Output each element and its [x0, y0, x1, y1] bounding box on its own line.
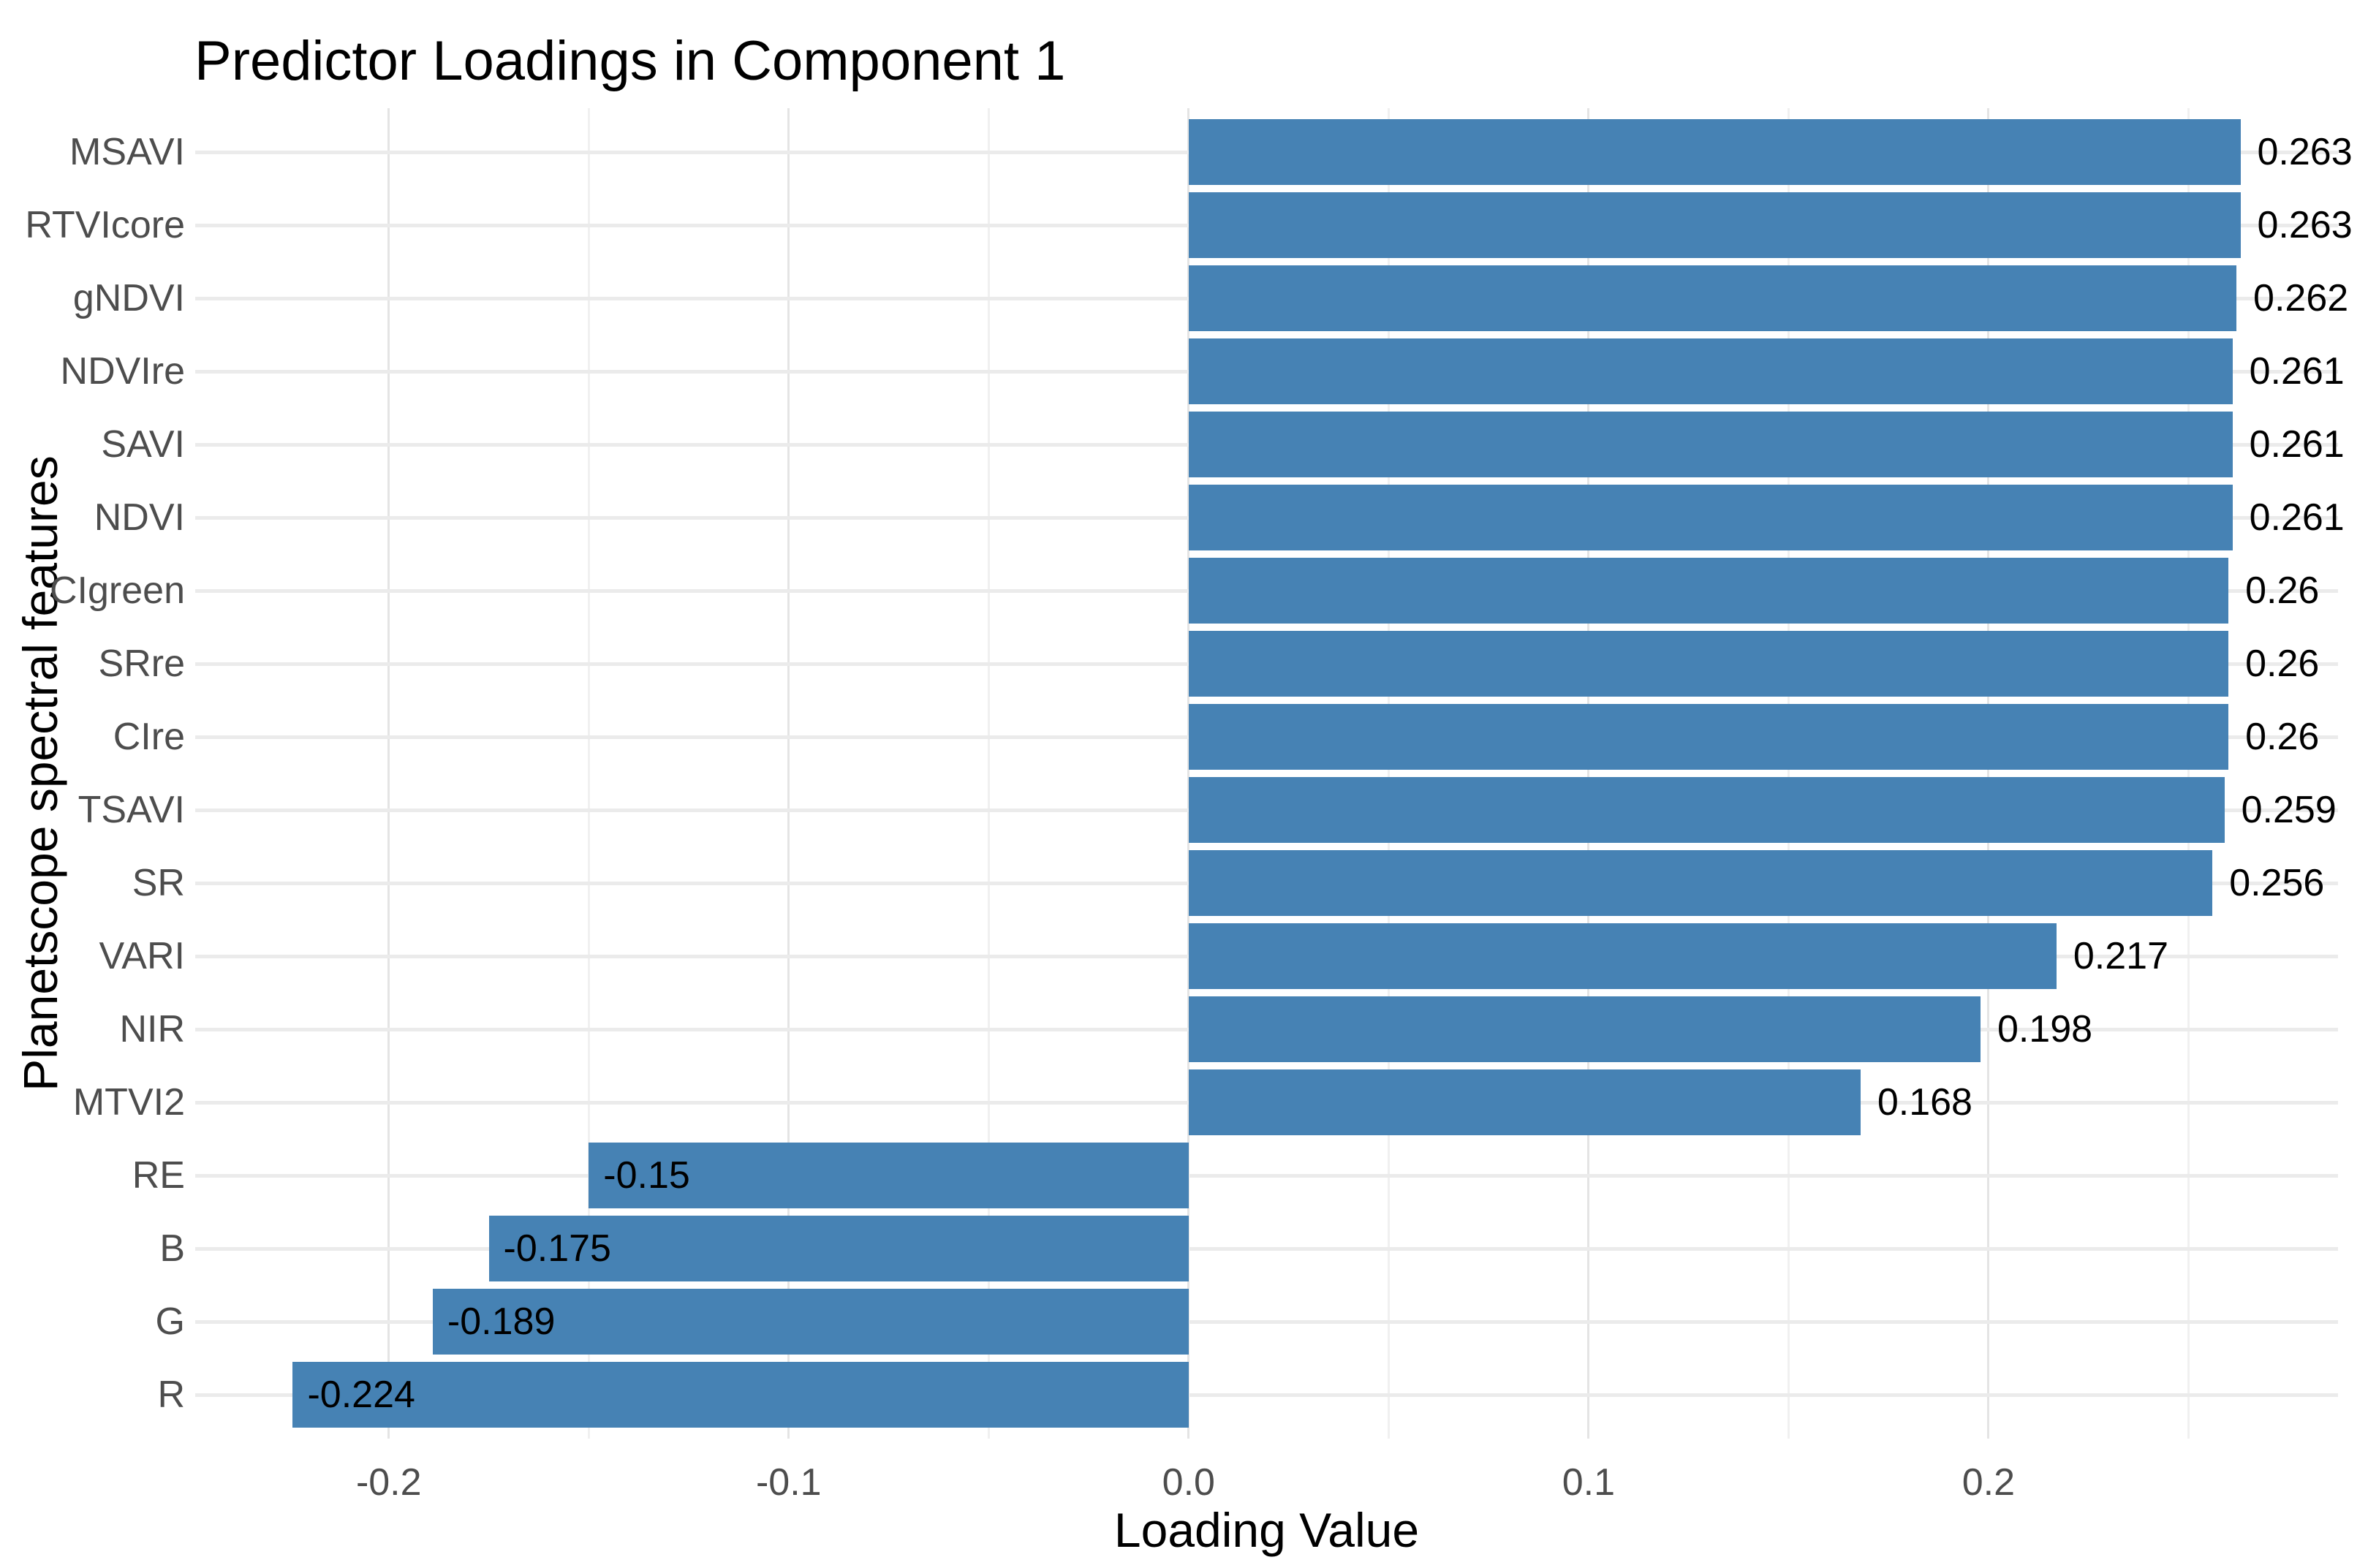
- bar-value-label: 0.217: [2073, 935, 2169, 977]
- category-label: CIre: [113, 716, 185, 758]
- bar: [589, 1143, 1189, 1208]
- gridline-row: [195, 1246, 2338, 1251]
- bar: [1188, 777, 2225, 843]
- bar-value-label: 0.259: [2241, 789, 2337, 831]
- bar-value-label: 0.26: [2245, 569, 2320, 612]
- gridline-row: [195, 1173, 2338, 1178]
- x-axis-title: Loading Value: [1113, 1503, 1420, 1557]
- bar-value-label: 0.261: [2249, 350, 2345, 393]
- category-label: NDVI: [94, 496, 185, 539]
- x-tick-label: -0.2: [355, 1461, 422, 1504]
- category-label: VARI: [99, 935, 185, 977]
- x-tick-label: 0.0: [1162, 1461, 1215, 1504]
- gridline-vertical-minor: [1787, 108, 1790, 1439]
- y-axis-title-text: Planetscope spectral features: [13, 455, 68, 1091]
- bar: [1188, 631, 2229, 697]
- bar: [1188, 192, 2241, 258]
- category-label: RE: [132, 1154, 185, 1197]
- gridline-vertical-minor: [587, 108, 590, 1439]
- bar-value-label: -0.15: [603, 1154, 690, 1197]
- category-label: NIR: [119, 1008, 185, 1050]
- bar: [1188, 996, 1981, 1062]
- x-tick-label: -0.1: [755, 1461, 822, 1504]
- category-label: SR: [132, 862, 185, 904]
- bar-value-label: 0.198: [1997, 1008, 2093, 1050]
- gridline-vertical-major: [787, 108, 790, 1439]
- bar-value-label: 0.261: [2249, 423, 2345, 466]
- x-tick-label: 0.2: [1962, 1461, 2016, 1504]
- bar-value-label: 0.262: [2253, 277, 2349, 319]
- bar-value-label: 0.261: [2249, 496, 2345, 539]
- bar-value-label: 0.26: [2245, 643, 2320, 685]
- bar-value-label: 0.263: [2257, 204, 2353, 246]
- category-label: R: [157, 1374, 185, 1416]
- gridline-vertical-minor: [2187, 108, 2190, 1439]
- category-label: gNDVI: [72, 277, 185, 319]
- bar-value-label: 0.256: [2229, 862, 2325, 904]
- bar-value-label: -0.175: [503, 1227, 611, 1270]
- chart-title: Predictor Loadings in Component 1: [194, 30, 1066, 92]
- category-label: G: [155, 1300, 185, 1343]
- bar: [1188, 1069, 1861, 1135]
- bar: [1188, 923, 2057, 989]
- bar: [1188, 338, 2233, 404]
- bar: [292, 1362, 1189, 1428]
- category-label: MTVI2: [72, 1081, 185, 1124]
- plot-panel: 0.263 0.263 0.262 0.261 0.261 0.261 0.26 0.26 0.…: [195, 108, 2353, 1439]
- category-label: SAVI: [101, 423, 185, 466]
- bar-value-label: -0.224: [307, 1374, 415, 1416]
- gridline-row: [195, 1319, 2338, 1324]
- bar: [1188, 265, 2237, 331]
- bar: [1188, 558, 2229, 624]
- bar: [1188, 704, 2229, 770]
- bar: [1188, 850, 2213, 916]
- bar: [1188, 412, 2233, 477]
- category-label: SRre: [98, 643, 185, 685]
- gridline-vertical-minor: [1387, 108, 1390, 1439]
- bar-value-label: 0.263: [2257, 131, 2353, 173]
- x-tick-label: 0.1: [1562, 1461, 1615, 1504]
- category-label: NDVIre: [60, 350, 185, 393]
- gridline-vertical-major: [1187, 108, 1190, 1439]
- bar-value-label: -0.189: [447, 1300, 556, 1343]
- category-label: RTVIcore: [25, 204, 185, 246]
- gridline-vertical-minor: [987, 108, 990, 1439]
- gridline-row: [195, 1393, 2338, 1397]
- bar: [488, 1216, 1189, 1281]
- gridline-vertical-major: [1587, 108, 1590, 1439]
- bar: [1188, 485, 2233, 550]
- bar: [432, 1289, 1189, 1355]
- bar-value-label: 0.26: [2245, 716, 2320, 758]
- bar: [1188, 119, 2241, 185]
- category-label: B: [159, 1227, 185, 1270]
- gridline-vertical-major: [1987, 108, 1990, 1439]
- category-label: TSAVI: [77, 789, 185, 831]
- gridline-vertical-major: [387, 108, 390, 1439]
- category-label: CIgreen: [50, 569, 185, 612]
- category-label: MSAVI: [69, 131, 185, 173]
- bar-value-label: 0.168: [1877, 1081, 1972, 1124]
